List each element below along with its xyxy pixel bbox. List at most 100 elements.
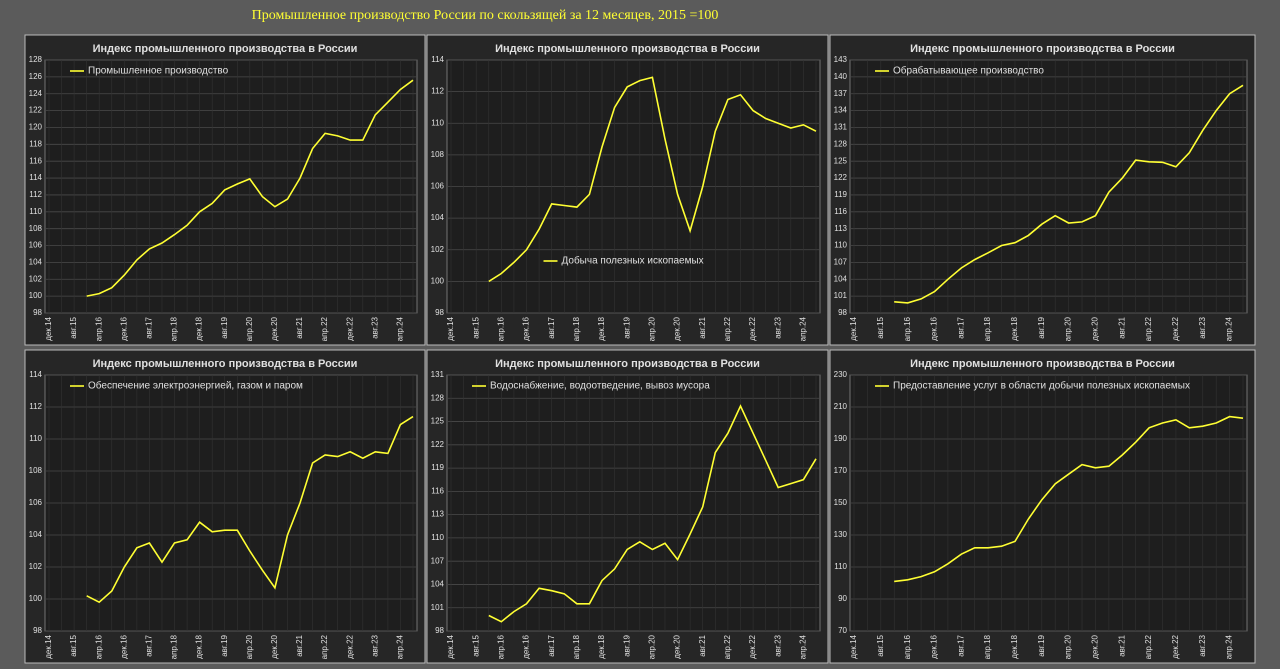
y-tick-label: 143	[834, 55, 848, 64]
x-tick-label: апр.22	[723, 634, 732, 659]
x-tick-label: дек.20	[1091, 634, 1100, 658]
y-tick-label: 100	[29, 291, 43, 300]
x-tick-label: дек.16	[522, 316, 531, 340]
x-tick-label: апр.16	[94, 316, 103, 341]
y-tick-label: 210	[834, 402, 848, 411]
y-tick-label: 102	[29, 562, 43, 571]
y-tick-label: 119	[834, 190, 847, 199]
x-tick-label: авг.19	[1037, 316, 1046, 338]
y-tick-label: 128	[29, 55, 43, 64]
y-tick-label: 125	[834, 156, 848, 165]
x-tick-label: апр.20	[647, 316, 656, 341]
y-tick-label: 110	[29, 434, 42, 443]
y-tick-label: 98	[435, 626, 444, 635]
x-tick-label: апр.20	[1064, 316, 1073, 341]
plot-area	[446, 374, 821, 632]
y-tick-label: 101	[431, 603, 445, 612]
x-tick-label: апр.22	[1144, 316, 1153, 341]
x-tick-label: дек.18	[195, 316, 204, 340]
x-tick-label: апр.22	[320, 316, 329, 341]
x-tick-label: авг.17	[547, 316, 556, 338]
y-tick-label: 130	[834, 530, 848, 539]
x-tick-label: дек.20	[270, 634, 279, 658]
legend-label: Предоставление услуг в области добычи по…	[893, 380, 1190, 392]
x-tick-label: апр.24	[799, 316, 808, 341]
y-tick-label: 110	[431, 118, 444, 127]
x-tick-label: дек.20	[270, 316, 279, 340]
y-tick-label: 107	[431, 556, 445, 565]
x-tick-label: апр.20	[647, 634, 656, 659]
x-tick-label: авг.21	[295, 634, 304, 656]
x-tick-label: апр.24	[1225, 316, 1234, 341]
chart-title: Индекс промышленного производства в Росс…	[495, 43, 760, 55]
y-tick-label: 119	[431, 463, 444, 472]
x-tick-label: апр.24	[1225, 634, 1234, 659]
y-tick-label: 230	[834, 370, 848, 379]
y-tick-label: 124	[29, 89, 43, 98]
chart-title: Индекс промышленного производства в Росс…	[910, 358, 1175, 370]
y-tick-label: 110	[29, 207, 42, 216]
series-line	[488, 76, 817, 283]
x-tick-label: дек.14	[446, 316, 455, 340]
chart-title: Индекс промышленного производства в Росс…	[93, 43, 358, 55]
legend-label: Промышленное производство	[88, 66, 229, 77]
y-tick-label: 104	[431, 213, 445, 222]
x-tick-label: апр.16	[903, 634, 912, 659]
x-tick-label: дек.22	[345, 634, 354, 658]
series-line	[86, 79, 414, 297]
y-tick-label: 190	[834, 434, 848, 443]
x-tick-label: авг.23	[773, 316, 782, 338]
x-tick-label: апр.22	[1144, 634, 1153, 659]
x-tick-label: авг.19	[220, 316, 229, 338]
x-tick-label: апр.22	[723, 316, 732, 341]
x-tick-label: дек.20	[1091, 316, 1100, 340]
y-tick-label: 112	[29, 402, 42, 411]
x-tick-label: апр.24	[396, 316, 405, 341]
y-tick-label: 170	[834, 466, 848, 475]
y-tick-label: 107	[834, 258, 848, 267]
x-tick-label: авг.21	[1117, 634, 1126, 656]
x-tick-label: дек.18	[597, 316, 606, 340]
legend-label: Обеспечение электроэнергией, газом и пар…	[88, 380, 303, 392]
x-tick-label: авг.21	[698, 634, 707, 656]
y-tick-label: 112	[431, 87, 444, 96]
x-tick-label: апр.24	[799, 634, 808, 659]
x-tick-label: дек.16	[522, 634, 531, 658]
y-tick-label: 114	[29, 370, 42, 379]
y-tick-label: 102	[431, 245, 445, 254]
series-line	[894, 415, 1244, 583]
x-tick-label: авг.15	[69, 316, 78, 338]
x-tick-label: дек.22	[748, 316, 757, 340]
y-tick-label: 113	[834, 224, 847, 233]
y-tick-label: 106	[29, 498, 43, 507]
x-tick-label: апр.20	[245, 316, 254, 341]
x-tick-label: дек.16	[119, 316, 128, 340]
y-tick-label: 125	[431, 417, 445, 426]
y-tick-label: 128	[431, 393, 445, 402]
x-tick-label: апр.22	[320, 634, 329, 659]
y-tick-label: 140	[834, 72, 848, 81]
x-tick-label: авг.15	[471, 316, 480, 338]
y-tick-label: 113	[431, 510, 444, 519]
x-tick-label: авг.19	[220, 634, 229, 656]
y-tick-label: 98	[435, 308, 444, 317]
x-tick-label: апр.18	[983, 634, 992, 659]
y-tick-label: 110	[431, 533, 444, 542]
chart-title: Индекс промышленного производства в Росс…	[495, 358, 760, 370]
y-tick-label: 126	[29, 72, 43, 81]
x-tick-label: авг.23	[370, 634, 379, 656]
x-tick-label: апр.18	[572, 316, 581, 341]
x-tick-label: апр.20	[1064, 634, 1073, 659]
plot-area	[849, 59, 1248, 314]
x-tick-label: апр.16	[496, 634, 505, 659]
y-tick-label: 98	[33, 626, 42, 635]
y-tick-label: 122	[431, 440, 445, 449]
y-tick-label: 104	[29, 530, 43, 539]
x-tick-label: апр.18	[983, 316, 992, 341]
legend-label: Добыча полезных ископаемых	[562, 255, 704, 267]
chart-title: Индекс промышленного производства в Росс…	[910, 43, 1175, 55]
y-tick-label: 104	[29, 258, 43, 267]
x-tick-label: апр.16	[94, 634, 103, 659]
x-tick-label: авг.15	[876, 634, 885, 656]
y-tick-label: 98	[838, 308, 847, 317]
